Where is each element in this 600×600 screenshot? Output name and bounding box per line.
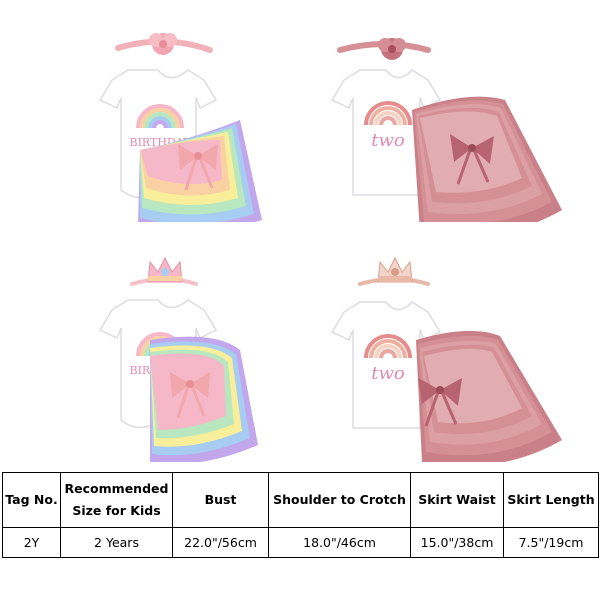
header-line: Shoulder to Crotch — [273, 492, 406, 507]
header-line: Bust — [204, 492, 237, 507]
flower-headband-icon — [115, 33, 213, 55]
header-skirt-length: Skirt Length — [503, 472, 599, 528]
boho-rainbow-graphic-icon — [364, 101, 412, 126]
bodysuit-icon — [330, 301, 442, 429]
header-bust: Bust — [172, 472, 269, 528]
outfit-illustration: BIRTHDAY — [98, 33, 262, 222]
crown-headband-icon — [130, 256, 198, 286]
header-shoulder-to-crotch: Shoulder to Crotch — [268, 472, 411, 528]
product-image-rainbow-headband: BIRTHDAY — [0, 0, 300, 222]
cell-bust: 22.0"/56cm — [172, 527, 269, 558]
header-recommended-size: Recommended Size for Kids — [60, 472, 173, 528]
cell-skirt-waist: 15.0"/38cm — [410, 527, 504, 558]
satin-bow-icon — [170, 372, 210, 419]
header-line: Skirt Waist — [418, 492, 496, 507]
header-tag-no: Tag No. — [2, 472, 61, 528]
product-image-rainbow-crown: BIRTHDAY — [0, 240, 300, 462]
table-header-row: Tag No. Recommended Size for Kids Bust S… — [2, 472, 599, 528]
product-image-boho-crown: two — [300, 240, 600, 462]
product-image-boho-headband: two — [300, 0, 600, 222]
cell-recommended-size: 2 Years — [60, 527, 173, 558]
table-row: 2Y 2 Years 22.0"/56cm 18.0"/46cm 15.0"/3… — [2, 527, 599, 558]
cell-shoulder-to-crotch: 18.0"/46cm — [268, 527, 411, 558]
outfit-illustration: BIRTHDAY — [98, 256, 258, 462]
header-line: Recommended — [64, 481, 169, 496]
header-skirt-waist: Skirt Waist — [410, 472, 504, 528]
header-line: Size for Kids — [72, 503, 161, 518]
flower-headband-icon — [337, 38, 431, 60]
cell-skirt-length: 7.5"/19cm — [503, 527, 599, 558]
satin-bow-icon — [450, 134, 494, 185]
satin-bow-icon — [178, 144, 218, 191]
bodysuit-lettering: two — [371, 130, 405, 151]
header-line: Tag No. — [5, 492, 58, 507]
satin-bow-icon — [418, 378, 462, 427]
size-chart-table: Tag No. Recommended Size for Kids Bust S… — [2, 472, 599, 558]
outfit-illustration: two — [330, 38, 562, 222]
boho-rainbow-graphic-icon — [364, 334, 412, 359]
cell-tag-no: 2Y — [2, 527, 61, 558]
bodysuit-icon — [330, 69, 442, 196]
crown-headband-icon — [358, 256, 430, 286]
bodysuit-lettering: two — [371, 363, 405, 384]
header-line: Skirt Length — [507, 492, 595, 507]
outfit-illustration: two — [330, 256, 562, 462]
rainbow-tutu-icon — [150, 336, 258, 462]
rainbow-graphic-icon — [136, 104, 184, 129]
